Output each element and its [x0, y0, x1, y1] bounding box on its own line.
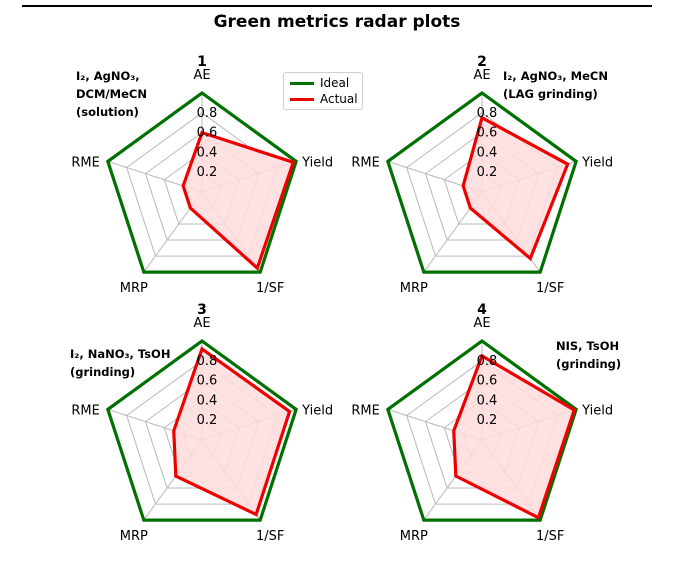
panel-1-condition-line: (solution) — [76, 105, 139, 119]
panel-1-axis-label-rme: RME — [71, 155, 99, 170]
panel-4-condition-line: (grinding) — [556, 357, 621, 371]
panel-4-axis-label-mrp: MRP — [400, 529, 428, 544]
panel-4-radial-tick: 0.2 — [477, 413, 498, 428]
panel-4-number: 4 — [477, 302, 487, 318]
panel-2-condition-line: I₂, AgNO₃, MeCN — [503, 69, 608, 83]
panel-3-number: 3 — [197, 302, 207, 318]
panel-3-radial-tick: 0.8 — [197, 354, 218, 369]
panel-2-actual-line — [461, 115, 570, 262]
legend-label-ideal: Ideal — [320, 76, 350, 90]
panel-4-axis-label-ae: AE — [473, 316, 490, 331]
panel-1-radial-tick: 0.4 — [197, 145, 218, 160]
panel-3-ideal-line — [105, 339, 299, 522]
panel-4-radial-tick: 0.6 — [477, 374, 498, 389]
panel-4-axis-label-1sf: 1/SF — [536, 529, 564, 544]
panel-1-axis-label-ae: AE — [193, 68, 210, 83]
panel-3-axis-label-mrp: MRP — [120, 529, 148, 544]
legend-item-ideal: Ideal — [290, 76, 349, 90]
panel-3-radial-tick: 0.2 — [197, 413, 218, 428]
panel-4-radial-tick: 0.8 — [477, 354, 498, 369]
panel-3-axis-label-ae: AE — [193, 316, 210, 331]
panel-1-axis-label-1sf: 1/SF — [256, 281, 284, 296]
panel-3-axis-label-1sf: 1/SF — [256, 529, 284, 544]
legend-swatch-actual — [290, 98, 314, 101]
panel-1-condition-line: I₂, AgNO₃, — [76, 69, 140, 83]
panel-1-axis-label-mrp: MRP — [120, 281, 148, 296]
panel-2-radial-tick: 0.6 — [477, 126, 498, 141]
panel-3-condition-line: (grinding) — [70, 365, 135, 379]
legend-label-actual: Actual — [320, 92, 358, 106]
panel-2-radial-tick: 0.4 — [477, 145, 498, 160]
panel-4-radial-tick: 0.4 — [477, 393, 498, 408]
figure-title: Green metrics radar plots — [213, 12, 461, 32]
panel-1-condition-line: DCM/MeCN — [76, 87, 147, 101]
panel-1-ideal-line — [105, 91, 299, 274]
panel-3-radial-tick: 0.4 — [197, 393, 218, 408]
panel-2-radial-tick: 0.2 — [477, 165, 498, 180]
panel-3-actual-area — [173, 348, 290, 515]
panel-2-ideal-line — [385, 91, 579, 274]
panel-4-axis-label-yield: Yield — [581, 403, 613, 418]
panel-1-actual-line — [181, 130, 296, 271]
panel-1-radial-tick: 0.2 — [197, 165, 218, 180]
panel-4-ideal-line — [385, 339, 579, 522]
panel-4-axis-label-rme: RME — [351, 403, 379, 418]
panel-2-radial-tick: 0.8 — [477, 106, 498, 121]
panel-2-axis-label-1sf: 1/SF — [536, 281, 564, 296]
panel-2-axis-label-yield: Yield — [581, 155, 613, 170]
panel-1-radial-tick: 0.8 — [197, 106, 218, 121]
panel-4-actual-line — [452, 353, 577, 520]
panel-3-condition-line: I₂, NaNO₃, TsOH — [70, 347, 170, 361]
panel-2-condition-line: (LAG grinding) — [503, 87, 598, 101]
panel-2-axis-label-mrp: MRP — [400, 281, 428, 296]
panel-1-actual-area — [183, 132, 294, 269]
panel-4-condition-line: NIS, TsOH — [556, 339, 619, 353]
panel-4-actual-area — [453, 355, 575, 518]
top-rule — [22, 5, 652, 7]
legend: Ideal Actual — [283, 72, 363, 110]
panel-3-axis-label-yield: Yield — [301, 403, 333, 418]
panel-1-number: 1 — [197, 54, 207, 70]
panel-3-actual-line — [172, 346, 292, 517]
panel-2-axis-label-rme: RME — [351, 155, 379, 170]
panel-2-number: 2 — [477, 54, 487, 70]
legend-item-actual: Actual — [290, 92, 358, 106]
panel-2-axis-label-ae: AE — [473, 68, 490, 83]
panel-1-radial-tick: 0.6 — [197, 126, 218, 141]
panel-1-axis-label-yield: Yield — [301, 155, 333, 170]
panel-3-axis-label-rme: RME — [71, 403, 99, 418]
legend-swatch-ideal — [290, 82, 314, 85]
panel-3-radial-tick: 0.6 — [197, 374, 218, 389]
